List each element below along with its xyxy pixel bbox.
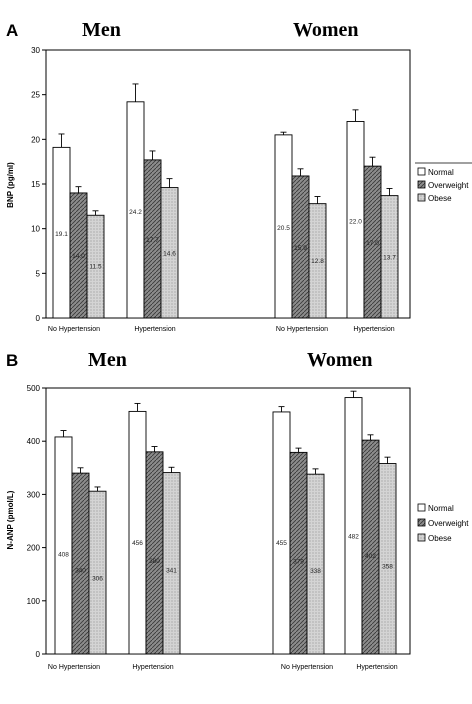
panel-b-women-htn-obese-value-label: 358 (382, 563, 393, 570)
panel-a-women-htn-normal-value-label: 22.0 (349, 219, 362, 226)
panel-b-women-nohtn-obese-bar (306, 473, 325, 655)
panel-b-plot: 0 100 200 300 400 500 408 340 306 456 380 341 455 379… (27, 384, 411, 659)
legend-a-overweight-swatch (417, 180, 426, 189)
panel-a-plot: 0 5 10 15 20 25 30 19.1 14.0 11.5 24.2 17.7 14.6 20.5… (31, 46, 411, 323)
panel-a-men-htn-normal-value-label: 24.2 (129, 209, 142, 216)
legend-b-overweight-swatch (417, 518, 426, 527)
panel-b-men-htn-obese-value-label: 341 (166, 567, 177, 574)
panel-b-women-nohtn-overweight-bar (289, 451, 308, 655)
panel-a-women-htn-overweight-value-label: 17.0 (366, 240, 379, 247)
legend-b-obese-label: Obese (428, 534, 452, 543)
panel-b-women-htn-overweight-bar (361, 439, 380, 655)
legend-a-normal-label: Normal (428, 168, 454, 177)
panel-b-women-nohtn-normal-value-label: 455 (276, 540, 287, 547)
panel-b-legend: Normal Overweight Obese (417, 503, 469, 543)
panel-b-men-htn-normal-value-label: 456 (132, 540, 143, 547)
legend-a-obese-label: Obese (428, 194, 452, 203)
panel-b-cat-women-nohtn: No Hypertension (281, 664, 333, 671)
legend-a-obese-swatch (417, 193, 426, 202)
panel-a-men-title: Men (82, 19, 121, 41)
legend-b-obese-swatch (417, 533, 426, 542)
panel-a-women-title: Women (293, 19, 359, 41)
panel-b-men-nohtn-obese-value-label: 306 (92, 576, 103, 583)
panel-a-letter: A (6, 21, 18, 40)
panel-b-men-nohtn-normal-bar (54, 436, 73, 655)
y-tick-label: 200 (27, 544, 41, 553)
panel-a-men-htn-overweight-value-label: 17.7 (146, 237, 159, 244)
panel-a-women-nohtn-normal-value-label: 20.5 (277, 225, 290, 232)
panel-b-frame (45, 387, 411, 655)
panel-b-women-nohtn-overweight-value-label: 379 (293, 558, 304, 565)
legend-b-overweight-label: Overweight (428, 519, 469, 528)
panel-b-women-htn-normal-value-label: 482 (348, 534, 359, 541)
legend-a-normal-swatch (417, 167, 426, 176)
panel-a-men-nohtn-obese-value-label: 11.5 (89, 264, 102, 271)
legend-b-normal-label: Normal (428, 504, 454, 513)
panel-b-letter: B (6, 351, 18, 370)
panel-b-men-title: Men (88, 349, 127, 371)
y-tick-label: 0 (36, 650, 41, 659)
y-tick-label: 100 (27, 597, 41, 606)
panel-b-men-htn-overweight-value-label: 380 (149, 558, 160, 565)
y-tick-label: 30 (31, 46, 40, 55)
panel-a-men-nohtn-overweight-value-label: 14.0 (72, 253, 85, 260)
y-tick-label: 500 (27, 384, 41, 393)
panel-a-y-axis-label: BNP (pg/ml) (6, 162, 15, 208)
panel-b-women-htn-overweight-value-label: 402 (365, 553, 376, 560)
legend-a-overweight-label: Overweight (428, 181, 469, 190)
panel-b-cat-men-htn: Hypertension (132, 664, 173, 671)
panel-b-men-nohtn-normal-value-label: 408 (58, 551, 69, 558)
panel-a-cat-men-nohtn: No Hypertension (48, 326, 100, 333)
panel-a-legend: Normal Overweight Obese (415, 162, 472, 203)
y-tick-label: 15 (31, 180, 40, 189)
panel-b-women-nohtn-obese-value-label: 338 (310, 568, 321, 575)
panel-a-cat-men-htn: Hypertension (134, 326, 175, 333)
panel-b-men-htn-normal-bar (128, 410, 147, 655)
panel-b-men-htn-obese-bar (162, 472, 181, 655)
panel-a-women-htn-obese-value-label: 13.7 (383, 254, 396, 261)
panel-a-women-nohtn-overweight-value-label: 15.9 (294, 245, 307, 252)
y-tick-label: 0 (36, 314, 41, 323)
panel-b-cat-men-nohtn: No Hypertension (48, 664, 100, 671)
panel-b-women-title: Women (307, 349, 373, 371)
panel-b-women-htn-obese-bar (378, 463, 397, 655)
panel-b-women-nohtn-normal-bar (272, 411, 291, 655)
panel-b-y-axis-label: N-ANP (pmol/L) (6, 490, 15, 549)
y-tick-label: 300 (27, 490, 41, 499)
panel-a-men-htn-obese-value-label: 14.6 (163, 250, 176, 257)
y-tick-label: 5 (36, 269, 41, 278)
panel-b-men-nohtn-overweight-bar (71, 472, 90, 655)
panel-b-cat-women-htn: Hypertension (356, 664, 397, 671)
panel-b-women-htn-normal-bar (344, 397, 363, 655)
y-tick-label: 400 (27, 437, 41, 446)
y-tick-label: 10 (31, 225, 40, 234)
legend-b-normal-swatch (417, 503, 426, 512)
y-tick-label: 25 (31, 91, 40, 100)
panel-a-men-nohtn-normal-value-label: 19.1 (55, 231, 68, 238)
panel-b-men-nohtn-obese-bar (88, 490, 107, 655)
panel-a-cat-women-htn: Hypertension (353, 326, 394, 333)
panel-b-men-htn-overweight-bar (145, 451, 164, 655)
panel-a-women-nohtn-obese-value-label: 12.8 (311, 258, 324, 265)
panel-b-men-nohtn-overweight-value-label: 340 (75, 568, 86, 575)
panel-a-cat-women-nohtn: No Hypertension (276, 326, 328, 333)
y-tick-label: 20 (31, 135, 40, 144)
